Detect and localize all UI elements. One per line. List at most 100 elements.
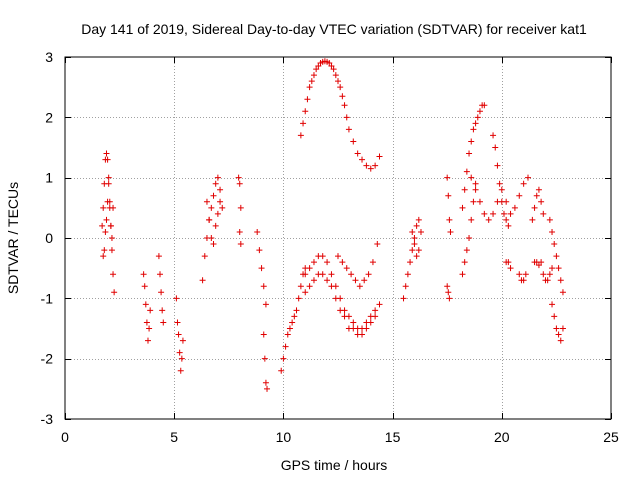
data-point — [100, 253, 107, 260]
data-point — [105, 174, 112, 181]
data-point — [219, 204, 226, 211]
data-point — [466, 235, 473, 241]
data-point — [297, 283, 304, 290]
data-point — [446, 295, 453, 302]
data-point — [108, 235, 115, 241]
series-sat-v — [459, 180, 479, 278]
data-point — [361, 277, 368, 284]
data-point — [415, 216, 422, 223]
data-point — [367, 319, 374, 326]
data-point — [544, 277, 551, 284]
data-point — [494, 162, 501, 169]
data-point — [555, 265, 562, 272]
data-point — [319, 271, 326, 278]
data-point — [407, 259, 414, 266]
data-point — [350, 325, 357, 332]
data-point — [511, 204, 518, 211]
data-point — [284, 331, 291, 338]
data-point — [339, 93, 346, 100]
data-point — [557, 277, 564, 284]
data-point — [179, 337, 186, 344]
data-point — [313, 66, 320, 73]
data-point — [295, 295, 302, 302]
series-sat-t — [444, 283, 453, 302]
data-point — [445, 289, 452, 296]
data-point — [297, 132, 304, 139]
data-point — [302, 289, 309, 296]
data-point — [175, 331, 182, 338]
data-point — [212, 180, 219, 187]
data-point — [337, 84, 344, 91]
data-point — [474, 114, 481, 121]
data-point — [533, 192, 540, 199]
data-point — [505, 259, 512, 266]
data-point — [260, 331, 267, 338]
data-point — [341, 313, 348, 320]
data-point — [102, 228, 109, 235]
data-point — [107, 222, 114, 229]
y-tick-labels: -3 -2 -1 0 1 2 3 — [41, 49, 54, 427]
data-point — [505, 222, 512, 229]
data-point — [214, 210, 221, 217]
data-point — [549, 301, 556, 308]
data-point — [103, 216, 110, 223]
data-point — [235, 174, 242, 181]
data-point — [264, 385, 271, 392]
data-point — [335, 253, 341, 260]
data-point — [500, 210, 507, 217]
data-point — [557, 337, 564, 344]
x-tick-label: 0 — [61, 429, 69, 445]
data-point — [282, 343, 289, 350]
data-point — [376, 153, 383, 160]
data-point — [236, 180, 243, 187]
data-point — [201, 253, 208, 260]
series-sat-i — [236, 228, 244, 248]
data-point — [110, 204, 117, 211]
series-sat-r — [409, 228, 424, 260]
series-sat-p — [335, 241, 381, 290]
data-point — [143, 319, 150, 326]
data-point — [214, 174, 221, 181]
data-point — [549, 228, 556, 235]
data-point — [141, 283, 148, 290]
data-point — [472, 186, 479, 193]
data-point — [472, 120, 479, 127]
series-sat-c — [140, 271, 154, 344]
data-point — [461, 259, 468, 266]
series-sat-g — [203, 198, 224, 248]
data-point — [356, 283, 363, 290]
data-point — [260, 283, 267, 290]
data-point — [461, 186, 468, 193]
y-axis-label: SDTVAR / TECUs — [5, 182, 21, 294]
data-point — [262, 301, 269, 308]
grid — [65, 57, 611, 419]
data-point — [261, 355, 268, 362]
series-sat-z — [516, 271, 529, 284]
series-sat-u — [459, 102, 488, 211]
data-point — [280, 355, 287, 362]
data-point — [208, 235, 215, 241]
data-point — [108, 247, 115, 254]
data-point — [350, 319, 357, 326]
data-point — [372, 313, 379, 320]
series-sat-ac — [540, 265, 556, 284]
data-point — [413, 253, 420, 260]
data-point — [104, 156, 111, 163]
x-tick-label: 25 — [603, 429, 619, 445]
data-point — [470, 126, 477, 133]
data-point — [348, 271, 355, 278]
series-sat-b — [100, 180, 117, 260]
data-point — [365, 271, 372, 278]
y-tick-label: -3 — [41, 411, 54, 427]
data-point — [210, 192, 217, 199]
data-point — [468, 174, 475, 181]
data-point — [177, 367, 184, 374]
data-point — [409, 247, 416, 254]
x-tick-labels: 0 5 10 15 20 25 — [61, 429, 619, 445]
data-point — [308, 78, 315, 85]
data-point — [343, 265, 350, 272]
chart-title: Day 141 of 2019, Sidereal Day-to-day VTE… — [81, 21, 587, 37]
data-point — [319, 253, 326, 260]
data-point — [485, 216, 492, 223]
data-point — [310, 259, 317, 266]
